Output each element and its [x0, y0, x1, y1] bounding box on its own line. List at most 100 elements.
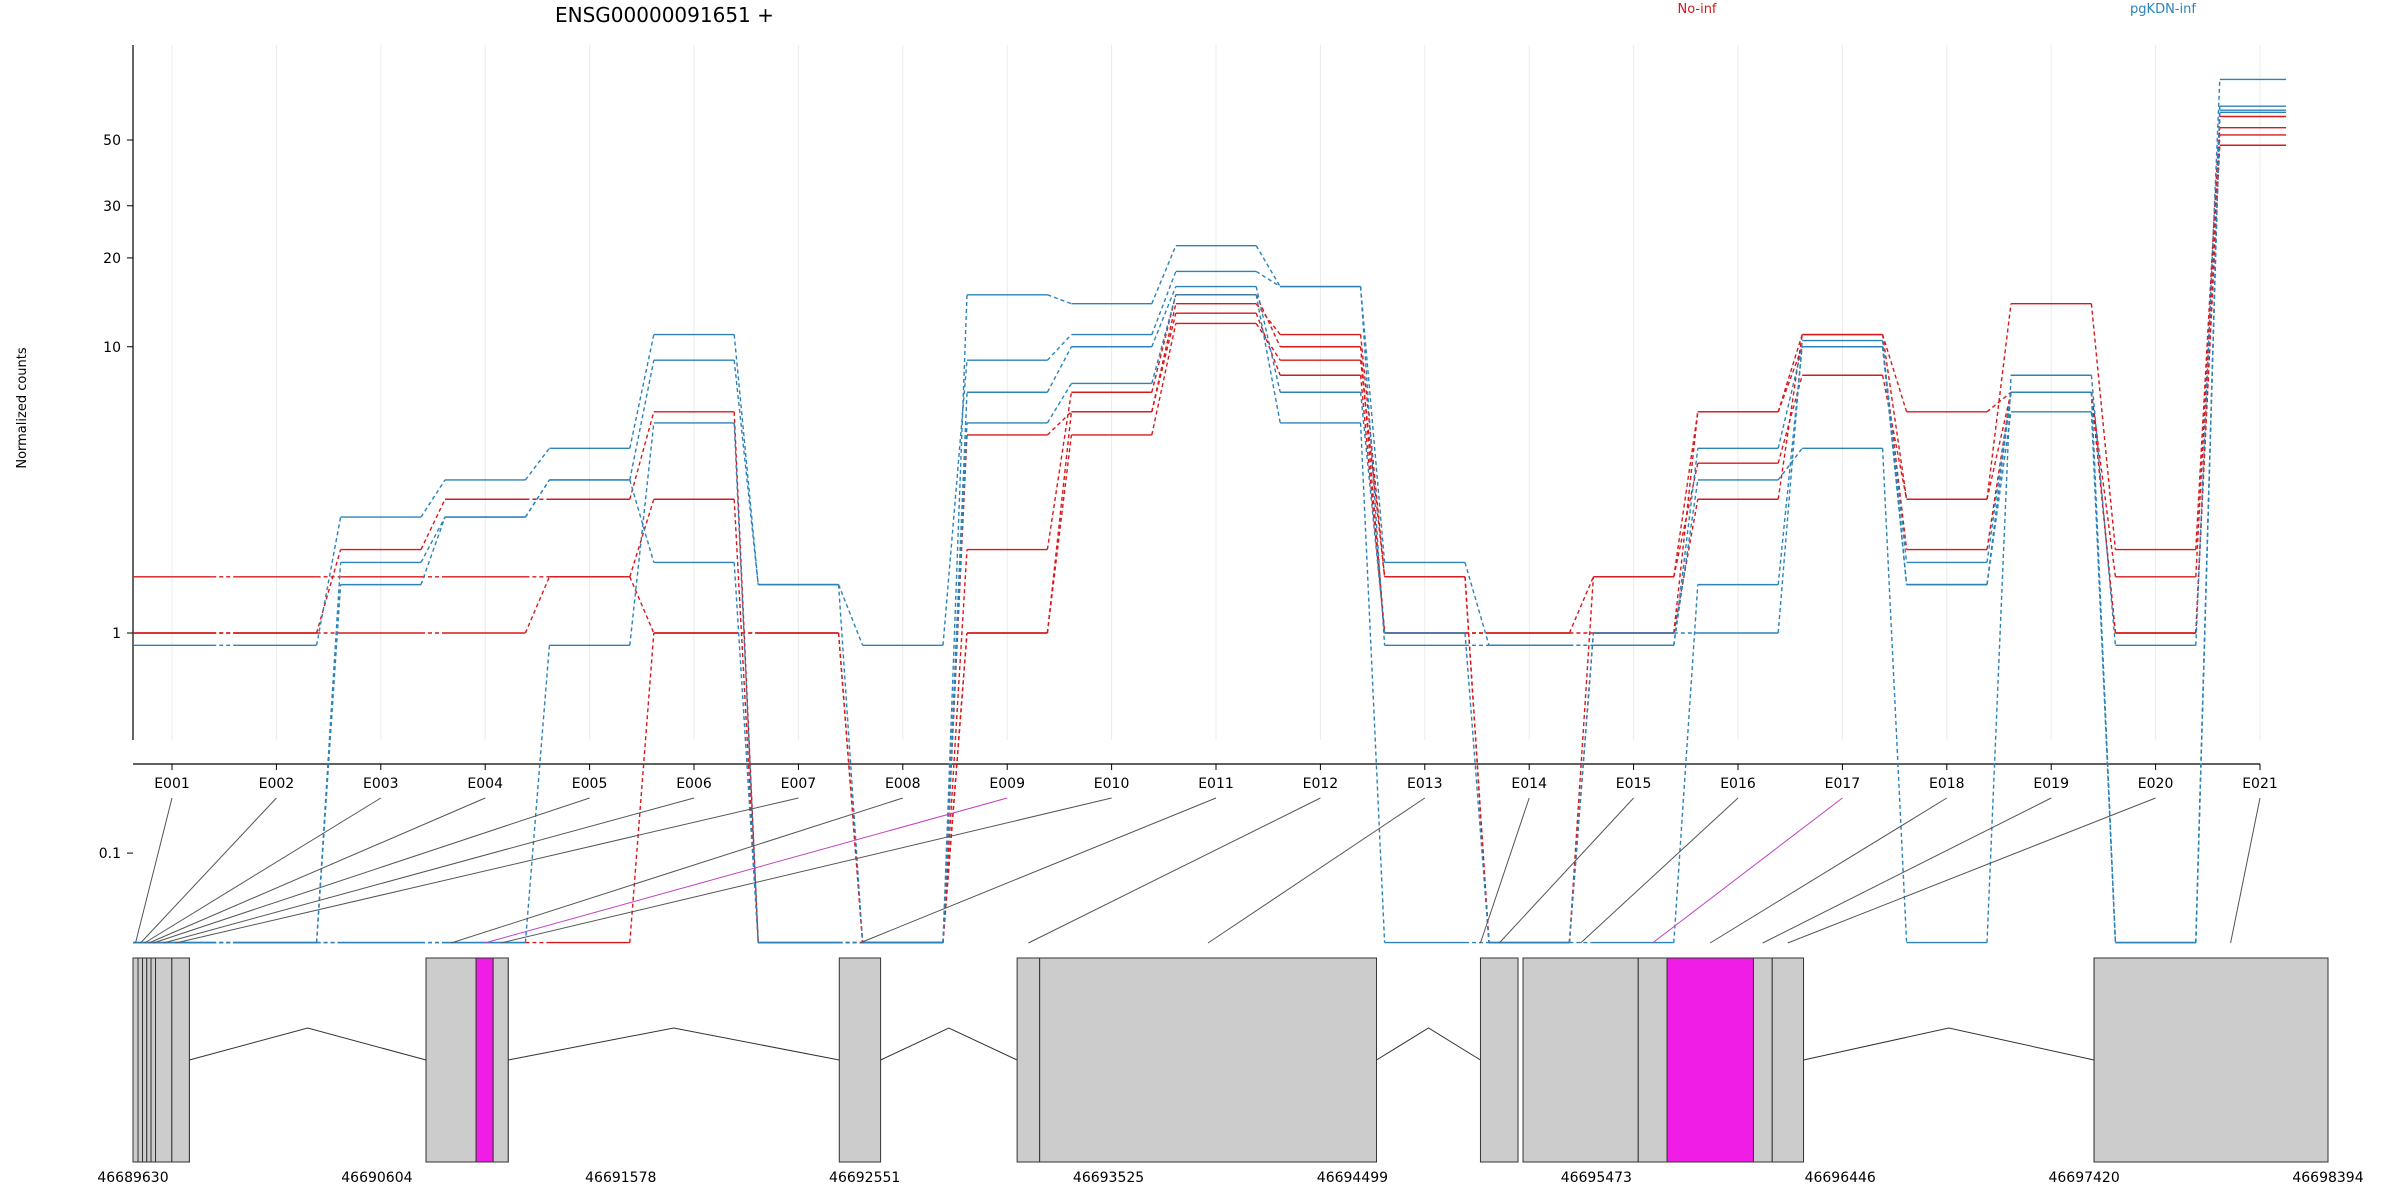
connector-E011: [1255, 270, 1281, 288]
exon-E010: [492, 957, 509, 1163]
x-tick-label-E018: E018: [1929, 776, 1965, 792]
connector-E017: [1881, 375, 1908, 500]
x-tick-label-E007: E007: [781, 776, 817, 792]
connector-E018: [1986, 391, 2012, 413]
connector-E004: [524, 479, 550, 518]
y-tick-label: 1: [112, 626, 121, 642]
connector-E009: [1046, 383, 1072, 424]
genomic-tick-label: 46691578: [585, 1170, 656, 1186]
exon-E008: [425, 957, 477, 1163]
x-tick-label-E006: E006: [676, 776, 712, 792]
connector-E002: [315, 549, 342, 634]
series-No-inf-sample-3: [133, 134, 2287, 944]
connector-E009: [1046, 392, 1073, 550]
connector-E003: [144, 797, 382, 944]
connector-E010: [1151, 294, 1177, 393]
exon-E004: [146, 957, 152, 1163]
connector-E008: [942, 294, 968, 943]
connector-E014: [1479, 797, 1530, 944]
connector-E017: [1881, 448, 1908, 943]
connector-E008: [942, 632, 968, 943]
connector-E003: [420, 498, 446, 550]
genomic-tick-label: 46689630: [97, 1170, 168, 1186]
connector-E020: [2195, 127, 2221, 577]
x-tick-label-E008: E008: [885, 776, 921, 792]
connector-E016: [1777, 346, 1803, 449]
connector-E019: [2090, 392, 2117, 634]
x-tick-label-E014: E014: [1511, 776, 1547, 792]
series-No-inf-sample-2: [133, 127, 2287, 944]
connector-E018: [1986, 392, 2012, 585]
connector-E021: [2230, 797, 2261, 944]
x-tick-label-E001: E001: [154, 776, 190, 792]
connector-E005: [629, 411, 655, 500]
connector-E018: [1986, 411, 2012, 585]
connector-E005: [153, 797, 590, 944]
exon-E007: [171, 957, 190, 1163]
x-tick-label-E019: E019: [2033, 776, 2069, 792]
series-pgKDN-inf-sample-2: [133, 105, 2287, 944]
connector-E011: [1255, 245, 1281, 287]
connector-E006: [163, 797, 695, 944]
exon-E013: [1039, 957, 1378, 1163]
connector-E006: [733, 360, 759, 585]
plot-area: 0.1 1 10 20 30 50 E001 E002 E003 E004 E005 E006 E007…: [97, 45, 2364, 1186]
x-tick-label-E012: E012: [1303, 776, 1339, 792]
connector-E015: [1673, 411, 1699, 634]
genomic-tick-label: 46697420: [2048, 1170, 2119, 1186]
y-tick-label: 10: [103, 340, 121, 356]
exon-E011: [838, 957, 882, 1163]
connector-E016: [1777, 346, 1803, 413]
exon-E014: [1479, 957, 1519, 1163]
connector-E003: [420, 516, 446, 563]
connector-E019: [1762, 797, 2052, 944]
exon-E012: [1016, 957, 1041, 1163]
connector-E008: [942, 360, 968, 646]
exon-E016: [1637, 957, 1668, 1163]
exon-E018: [1752, 957, 1773, 1163]
exon-E001: [132, 957, 139, 1163]
connector-E019: [2090, 375, 2117, 646]
exon-E021: [2093, 957, 2329, 1163]
y-tick-label: 50: [103, 133, 121, 149]
connector-E012: [1359, 422, 1386, 943]
connector-E004: [524, 447, 550, 481]
intron-5: [1803, 1027, 2095, 1061]
intron-2: [508, 1027, 840, 1061]
connector-E014: [1568, 576, 1595, 634]
connector-E012: [1359, 286, 1386, 563]
y-axis-label: Normalized counts: [15, 347, 30, 469]
genomic-tick-label: 46692551: [829, 1170, 900, 1186]
connector-E005: [629, 576, 655, 634]
connector-E016: [1580, 797, 1739, 944]
connector-E015: [1673, 448, 1699, 646]
connector-E010: [1151, 313, 1177, 413]
x-tick-label-E009: E009: [989, 776, 1025, 792]
connector-E018: [1986, 392, 2012, 563]
connector-E002: [140, 797, 277, 944]
connector-E007: [837, 632, 864, 943]
connector-E015: [1673, 584, 1699, 943]
connector-E010: [1151, 294, 1177, 384]
connector-E017: [1881, 346, 1908, 550]
connector-E004: [148, 797, 486, 944]
connector-E013: [1207, 797, 1426, 944]
x-tick-label-E013: E013: [1407, 776, 1443, 792]
x-tick-label-E017: E017: [1825, 776, 1861, 792]
exon-E005: [150, 957, 157, 1163]
legend-pgkdn-inf: pgKDN-inf: [2130, 2, 2196, 17]
connector-E015: [1673, 499, 1699, 634]
connector-E010: [1151, 286, 1177, 348]
x-tick-label-E005: E005: [572, 776, 608, 792]
connector-E010: [1151, 303, 1177, 413]
legend-no-inf: No-inf: [1677, 2, 1716, 17]
connector-E004: [524, 645, 551, 943]
connector-E018: [1986, 392, 2012, 500]
connector-E007: [837, 584, 864, 943]
connector-E010: [1151, 323, 1177, 436]
connector-E005: [629, 360, 655, 481]
genomic-tick-label: 46694499: [1317, 1170, 1388, 1186]
genomic-tick-label: 46698394: [2292, 1170, 2363, 1186]
connector-E009: [1046, 411, 1073, 634]
